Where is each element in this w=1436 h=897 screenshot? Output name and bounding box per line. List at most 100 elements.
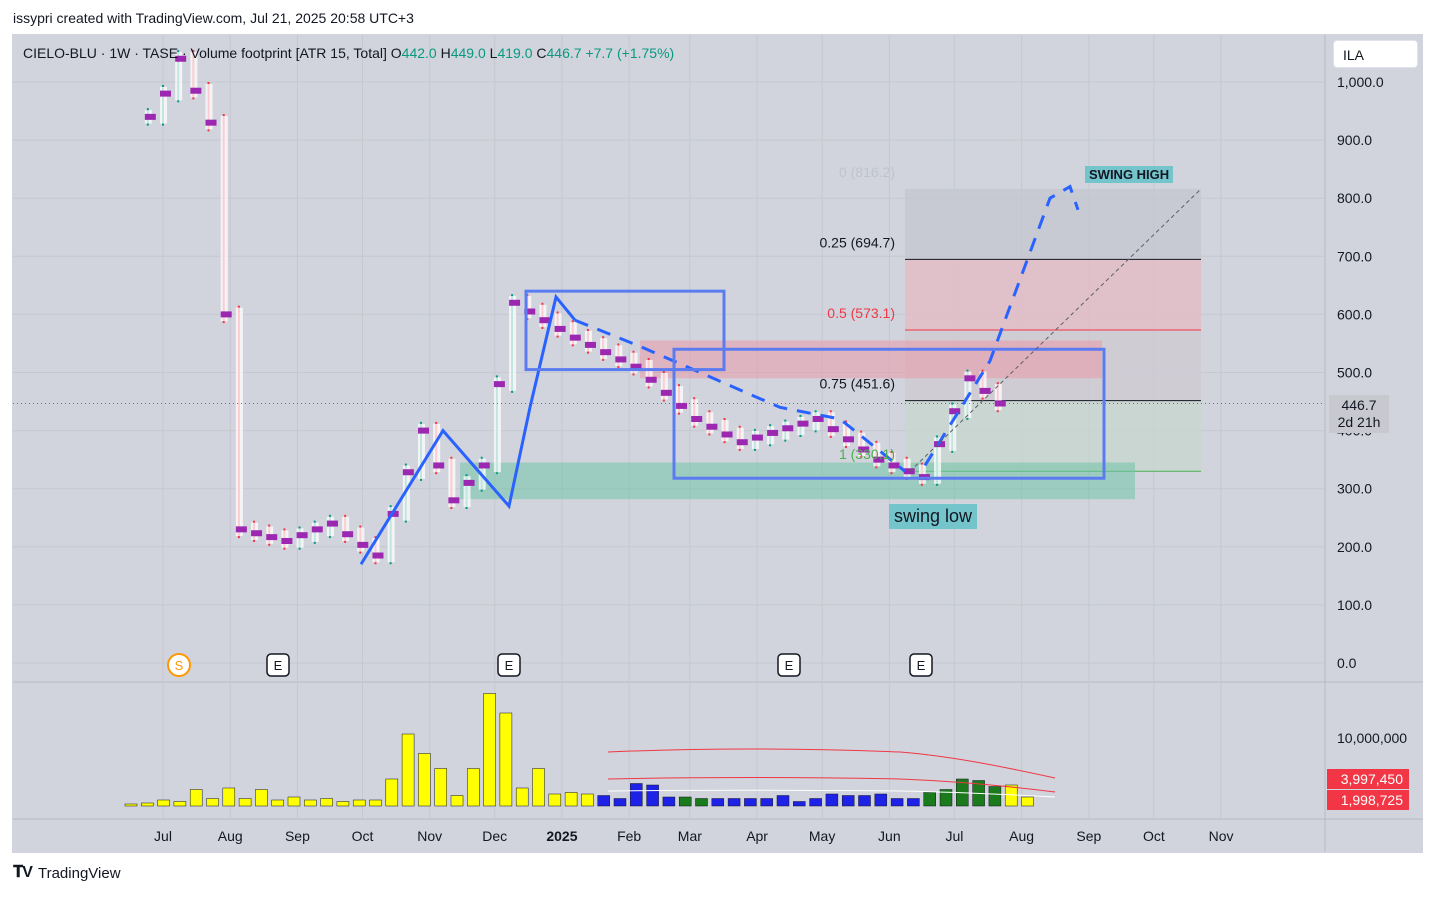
volume-bar — [189, 789, 203, 807]
candle-poc-marker — [235, 526, 247, 533]
candle-footprint-body — [342, 516, 350, 541]
volume-ma-low-tag: 1,998,725 — [1327, 790, 1409, 810]
earnings-event-icon — [909, 653, 933, 677]
volume-bar — [483, 693, 496, 807]
symbol-info: CIELO-BLU · 1W · TASE · Volume footprint… — [23, 45, 387, 61]
earnings-event-label: E — [785, 658, 794, 673]
candle-footprint-body — [630, 352, 638, 374]
volume-tick-label: 10,000,000 — [1337, 730, 1407, 746]
volume-bar — [287, 796, 301, 807]
candle-poc-marker — [721, 431, 733, 438]
fib-level-label: 1 (330.1) — [839, 446, 895, 462]
currency-selector[interactable]: ILA — [1333, 40, 1418, 68]
volume-bar — [613, 798, 627, 807]
volume-bar — [304, 799, 317, 807]
volume-bar — [597, 795, 610, 807]
volume-ma-high-tag: 3,997,450 — [1327, 769, 1409, 789]
candle-footprint-body — [509, 296, 517, 391]
earnings-event-label: E — [274, 658, 283, 673]
earnings-event-label: E — [505, 658, 514, 673]
volume-bar — [320, 798, 333, 807]
candle-footprint-body — [372, 538, 380, 563]
candle-footprint-body — [160, 86, 167, 124]
candle-poc-marker — [949, 408, 961, 415]
volume-bar — [825, 793, 839, 807]
candle-poc-marker — [220, 311, 232, 318]
volume-bar — [858, 795, 871, 807]
volume-ma-upper — [607, 748, 1056, 779]
candle-poc-marker — [767, 429, 779, 436]
candle-footprint-body — [949, 404, 957, 451]
low-label: L — [489, 45, 498, 61]
time-tick-label: Jun — [878, 828, 901, 844]
volume-bar — [352, 799, 366, 807]
high-label: H — [440, 45, 451, 61]
volume-bar — [467, 768, 480, 807]
resistance-zone — [640, 340, 1102, 379]
trend-drawings — [13, 184, 1325, 566]
candle-footprint-body — [842, 422, 850, 447]
swing-high-label[interactable]: SWING HIGH — [1085, 166, 1174, 183]
time-tick-label: Apr — [746, 828, 768, 844]
candle-poc-marker — [539, 317, 551, 324]
price-tick-label: 0.0 — [1337, 655, 1357, 671]
candle-footprint-body — [584, 330, 592, 352]
high-value: 449.0 — [450, 45, 486, 61]
candle-footprint-body — [721, 420, 729, 442]
time-tick-label: Dec — [482, 828, 507, 844]
volume-bar — [662, 796, 676, 807]
volume-bar — [238, 798, 252, 807]
volume-bar — [173, 801, 187, 807]
candle-footprint-body — [873, 442, 881, 467]
volume-bar — [450, 795, 464, 807]
candle-poc-marker — [827, 426, 839, 433]
consolidation-box-lower — [672, 347, 1106, 480]
candle-poc-marker — [326, 520, 338, 527]
candle-footprint-body — [493, 377, 501, 473]
candle-poc-marker — [463, 479, 475, 486]
volume-bar — [206, 798, 219, 807]
fib-level-label: 0.75 (451.6) — [820, 376, 896, 392]
correction-trendline — [574, 318, 906, 473]
volume-bar — [923, 792, 936, 807]
price-tick-label: 1,000.0 — [1337, 74, 1384, 90]
volume-bar — [793, 801, 806, 807]
candle-footprint-body — [691, 399, 699, 426]
candle-footprint-body — [357, 527, 365, 552]
candle-poc-marker — [342, 531, 354, 538]
footer-brand-text: TradingView — [37, 864, 121, 882]
demand-zone — [460, 462, 1135, 500]
volume-ma-mid — [607, 789, 1056, 798]
candle-poc-marker — [797, 420, 809, 427]
volume-bar — [939, 789, 953, 807]
candle-footprint-body — [418, 423, 426, 479]
candle-footprint-body — [615, 345, 623, 367]
volume-bar — [760, 798, 773, 807]
candle-poc-marker — [509, 299, 521, 306]
candle-footprint-body — [994, 384, 1002, 411]
volume-bar — [646, 784, 659, 807]
low-value: 419.0 — [497, 45, 533, 61]
volume-bar — [809, 798, 822, 807]
price-tick-label: 300.0 — [1337, 481, 1372, 497]
volume-bar — [336, 801, 350, 807]
candle-poc-marker — [615, 356, 627, 363]
candle-poc-marker — [160, 90, 171, 97]
fib-level-label: 0.25 (694.7) — [820, 234, 896, 250]
volume-bar — [418, 753, 431, 807]
candle-poc-marker — [812, 415, 824, 422]
candle-poc-marker — [994, 400, 1006, 407]
candle-poc-marker — [311, 526, 323, 533]
swing-low-label[interactable]: swing low — [889, 504, 978, 529]
footer-brand[interactable]: 𝐓V TradingView — [13, 864, 121, 882]
volume-bar — [890, 798, 904, 807]
candle-poc-marker — [433, 462, 445, 469]
candle-poc-marker — [858, 446, 870, 453]
volume-bar — [1004, 784, 1018, 807]
volume-bar — [841, 795, 855, 807]
candle-poc-marker — [448, 497, 460, 504]
volume-bar — [515, 787, 529, 807]
volume-bar — [401, 733, 415, 807]
